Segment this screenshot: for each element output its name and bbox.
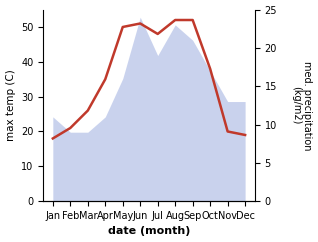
- X-axis label: date (month): date (month): [108, 227, 190, 236]
- Y-axis label: med. precipitation
(kg/m2): med. precipitation (kg/m2): [291, 60, 313, 150]
- Y-axis label: max temp (C): max temp (C): [5, 69, 16, 141]
